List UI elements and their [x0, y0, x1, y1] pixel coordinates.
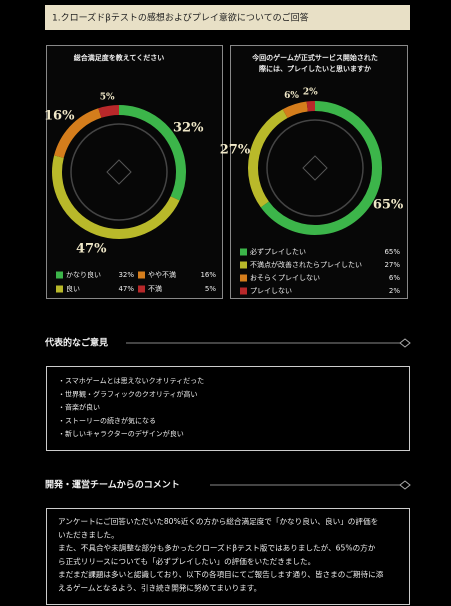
data-label: 16% [44, 108, 75, 123]
legend-swatch [138, 285, 145, 293]
data-label: 47% [76, 242, 107, 257]
header-title: 1.クローズドβテストの感想およびプレイ意欲についてのご回答 [52, 12, 309, 24]
center-deco [106, 159, 132, 185]
legend-label: プレイしない [250, 287, 292, 295]
legend-swatch [56, 285, 63, 293]
legend-label: かなり良い [66, 270, 101, 279]
comment-box [46, 508, 410, 605]
legend-label: 良い [66, 284, 80, 293]
header-bar [45, 5, 410, 30]
legend-value: 27% [384, 261, 400, 269]
donut-segment [98, 105, 120, 118]
chart-title: 今回のゲームが正式サービス開始された [251, 53, 378, 62]
ornament [399, 338, 411, 348]
opinion: ・音楽が良い [58, 403, 100, 412]
section-title: 開発・運営チームからのコメント [45, 479, 180, 491]
ornament [399, 480, 411, 490]
chart-title: 総合満足度を教えてください [74, 53, 164, 62]
donut-segment [54, 108, 102, 159]
legend-value: 16% [200, 271, 216, 279]
legend-swatch [138, 271, 145, 279]
legend-label: やや不満 [148, 271, 176, 279]
ring-deco [70, 123, 168, 221]
legend-value: 32% [118, 271, 134, 279]
comment-line: いただきました。 [58, 530, 119, 539]
legend-value: 65% [384, 248, 400, 256]
comment-line: アンケートにご回答いただいた80%近くの方から総合満足度で「かなり良い、良い」の… [58, 516, 378, 526]
donut-segment [260, 101, 382, 235]
chart-title: 際には、プレイしたいと思いますか [259, 64, 371, 73]
legend-label: 不満 [148, 285, 162, 293]
opinion: ・世界観・グラフィックのクオリティが高い [58, 389, 197, 398]
donut-segment [52, 155, 180, 239]
data-label: 6% [284, 91, 299, 101]
legend-label: 必ずプレイしたい [250, 247, 306, 256]
legend-swatch [240, 248, 247, 256]
legend-swatch [240, 261, 247, 269]
data-label: 2% [303, 88, 318, 98]
opinion: ・ストーリーの続きが気になる [58, 416, 156, 425]
legend-value: 5% [205, 285, 216, 293]
panel [46, 45, 223, 299]
ring-deco [266, 119, 364, 217]
data-label: 32% [173, 121, 204, 136]
legend-label: おそらくプレイしない [250, 274, 320, 282]
donut-segment [282, 101, 309, 119]
comment-line: まだまだ課題は多いと認識しており、以下の各項目にてご報告します通り、皆さまのご期… [58, 569, 384, 579]
donut-segment [248, 109, 288, 208]
comment-line: ら正式リリースについても「必ずプレイしたい」の評価をいただきました。 [58, 556, 315, 566]
legend-value: 2% [389, 287, 400, 295]
data-label: 27% [220, 143, 251, 158]
legend-swatch [240, 287, 247, 295]
legend-swatch [240, 274, 247, 282]
opinion: ・新しいキャラクターのデザインが良い [58, 429, 184, 438]
legend-swatch [56, 271, 63, 279]
opinion-box [46, 366, 410, 451]
legend-label: 不満点が改善されたらプレイしたい [250, 260, 362, 269]
comment-line: えるゲームとなるよう、引き続き開発に努めてまいります。 [58, 583, 261, 593]
center-deco [302, 155, 328, 181]
section-title: 代表的なご意見 [44, 337, 108, 349]
donut-segment [118, 105, 186, 201]
legend-value: 6% [389, 274, 400, 282]
legend-value: 47% [118, 285, 134, 293]
opinion: ・スマホゲームとは思えないクオリティだった [58, 376, 204, 385]
data-label: 65% [373, 198, 404, 213]
comment-line: また、不具合や未調整な部分も多かったクローズドβテスト版ではありましたが、65%… [58, 543, 376, 553]
data-label: 5% [100, 92, 115, 102]
